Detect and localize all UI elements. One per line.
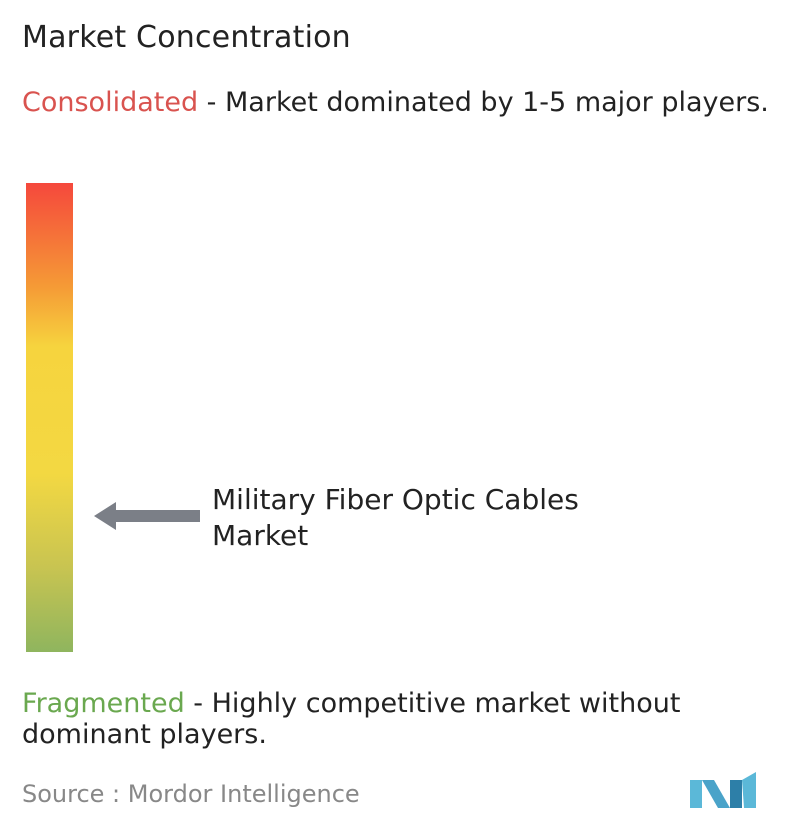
consolidated-text: - Market dominated by 1-5 major players.: [198, 87, 769, 118]
concentration-scale-bar: [26, 183, 73, 652]
fragmented-text: - Highly competitive market without domi…: [22, 688, 681, 750]
market-position-arrow-icon: [94, 501, 200, 530]
market-label: Military Fiber Optic Cables Market: [212, 482, 579, 552]
source-text: Source : Mordor Intelligence: [22, 780, 360, 808]
chart-title: Market Concentration: [22, 20, 351, 55]
fragmented-description: Fragmented - Highly competitive market w…: [22, 688, 782, 750]
mordor-intelligence-logo-icon: [690, 772, 756, 808]
consolidated-description: Consolidated - Market dominated by 1-5 m…: [22, 87, 782, 118]
scale-gradient: [26, 183, 73, 652]
fragmented-keyword: Fragmented: [22, 688, 185, 719]
consolidated-keyword: Consolidated: [22, 87, 199, 118]
